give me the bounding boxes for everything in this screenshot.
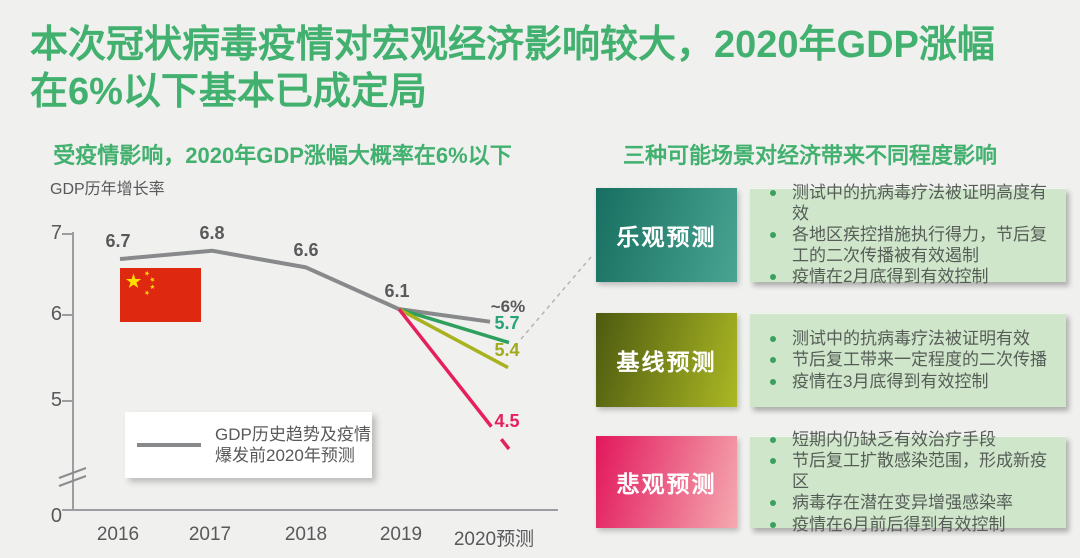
chart-legend: GDP历史趋势及疫情 爆发前2020年预测 xyxy=(125,412,372,478)
scenario-list: 乐观预测 测试中的抗病毒疗法被证明高度有效 各地区疾控措施执行得力，节后复工的二次… xyxy=(596,183,1066,534)
data-label-2019: 6.1 xyxy=(384,281,410,301)
scenario-bullets-optimistic: 测试中的抗病毒疗法被证明高度有效 各地区疾控措施执行得力，节后复工的二次传播被有效… xyxy=(750,183,1066,286)
scenario-bullet: 短期内仍缺乏有效治疗手段 xyxy=(750,430,1062,451)
series-pessimistic xyxy=(499,438,511,451)
scenario-row-optimistic: 乐观预测 测试中的抗病毒疗法被证明高度有效 各地区疾控措施执行得力，节后复工的二次… xyxy=(596,183,1066,286)
optimistic-connector-line xyxy=(520,256,592,340)
scenario-bullet: 疫情在3月底得到有效控制 xyxy=(750,372,1047,393)
data-label-baseline: 5.4 xyxy=(494,340,520,360)
legend-line-swatch xyxy=(137,443,201,447)
series-baseline xyxy=(398,307,509,370)
scenario-bullet: 疫情在6月前后得到有效控制 xyxy=(750,515,1062,536)
data-label-pre-outbreak-forecast: ~6% xyxy=(490,297,526,316)
axis-break-mark xyxy=(58,467,87,479)
data-label-2017: 6.8 xyxy=(199,223,225,243)
series-pessimistic xyxy=(397,308,493,428)
x-label-2018: 2018 xyxy=(284,524,328,545)
scenario-label-pessimistic: 悲观预测 xyxy=(596,436,737,528)
data-label-optimistic: 5.7 xyxy=(494,313,520,333)
data-label-pessimistic: 4.5 xyxy=(494,411,520,431)
legend-label: GDP历史趋势及疫情 爆发前2020年预测 xyxy=(215,425,371,465)
scenario-bullet: 节后复工带来一定程度的二次传播 xyxy=(750,350,1047,371)
y-tick-5: 5 xyxy=(50,389,62,411)
scenario-bullet: 测试中的抗病毒疗法被证明高度有效 xyxy=(750,183,1062,224)
scenario-bullet: 各地区疾控措施执行得力，节后复工的二次传播被有效遏制 xyxy=(750,225,1062,266)
chart-subtitle: 受疫情影响，2020年GDP涨幅大概率在6%以下 xyxy=(53,143,512,168)
scenario-row-pessimistic: 悲观预测 短期内仍缺乏有效治疗手段 节后复工扩散感染范围，形成新疫区 病毒存在潜在变… xyxy=(596,430,1066,534)
scenario-bullet: 节后复工扩散感染范围，形成新疫区 xyxy=(750,451,1062,492)
y-tick-7: 7 xyxy=(50,222,62,244)
page-title-line-1: 本次冠状病毒疫情对宏观经济影响较大，2020年GDP涨幅 xyxy=(30,24,995,66)
data-label-2016: 6.7 xyxy=(105,231,131,251)
scenario-bullet: 病毒存在潜在变异增强感染率 xyxy=(750,493,1062,514)
china-flag-icon xyxy=(120,268,201,322)
page-title: 本次冠状病毒疫情对宏观经济影响较大，2020年GDP涨幅 在6%以下基本已成定局 xyxy=(30,22,1060,115)
scenario-bullets-pessimistic: 短期内仍缺乏有效治疗手段 节后复工扩散感染范围，形成新疫区 病毒存在潜在变异增强感染… xyxy=(750,430,1066,534)
scenario-bullet: 疫情在2月底得到有效控制 xyxy=(750,267,1062,288)
x-label-2016: 2016 xyxy=(96,524,140,545)
scenario-bullet: 测试中的抗病毒疗法被证明有效 xyxy=(750,329,1047,350)
scenario-label-baseline: 基线预测 xyxy=(596,313,737,407)
y-axis-title: GDP历年增长率 xyxy=(50,181,165,198)
scenarios-subtitle: 三种可能场景对经济带来不同程度影响 xyxy=(622,143,997,168)
scenario-label-optimistic: 乐观预测 xyxy=(596,188,737,282)
y-tick-0: 0 xyxy=(50,505,62,527)
data-label-2018: 6.6 xyxy=(293,240,319,260)
axis-break-mark xyxy=(58,475,87,487)
scenario-bullets-baseline: 测试中的抗病毒疗法被证明有效 节后复工带来一定程度的二次传播 疫情在3月底得到有效控… xyxy=(750,313,1066,407)
y-tick-6: 6 xyxy=(50,303,62,325)
x-label-2019: 2019 xyxy=(379,524,423,545)
x-label-2017: 2017 xyxy=(188,524,232,545)
scenario-row-baseline: 基线预测 测试中的抗病毒疗法被证明有效 节后复工带来一定程度的二次传播 疫情在3月底… xyxy=(596,313,1066,407)
x-label-2020-forecast: 2020预测 xyxy=(453,529,535,550)
page-title-line-2: 在6%以下基本已成定局 xyxy=(30,70,427,113)
